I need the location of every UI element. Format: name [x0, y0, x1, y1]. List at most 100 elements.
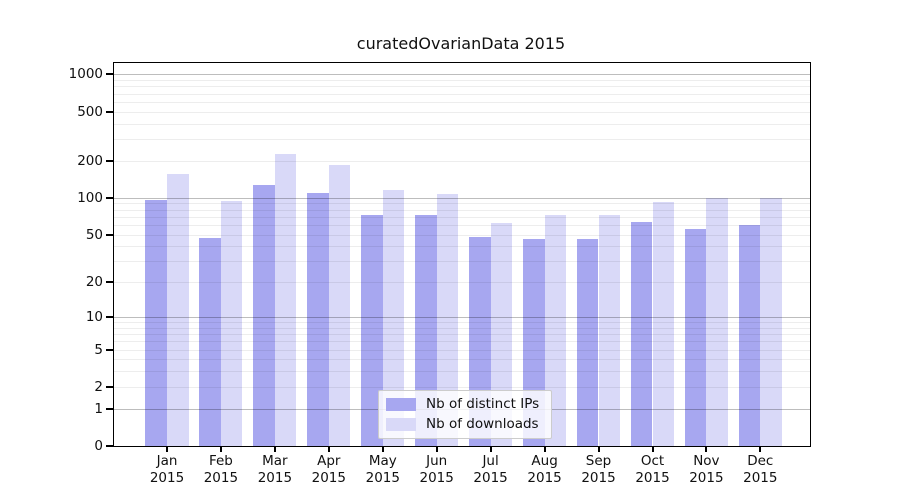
y-tick-label-10: 10: [85, 309, 103, 325]
gridline-minor-700: [114, 93, 810, 95]
gridline-minor-8: [114, 327, 810, 329]
y-tick-label-500: 500: [77, 103, 103, 120]
y-tick-200: [106, 159, 113, 162]
bar-distinct-ips-oct: [630, 222, 653, 446]
y-tick-0: [106, 445, 113, 447]
y-tick-100: [106, 196, 113, 199]
legend-swatch-distinct-ips: [386, 398, 416, 411]
gridline-major-100: [114, 197, 810, 199]
bar-downloads-apr: [328, 164, 351, 446]
y-tick-1: [106, 407, 113, 410]
x-tick-jul: [489, 447, 492, 452]
gridline-minor-600: [114, 101, 810, 103]
bar-downloads-nov: [706, 197, 728, 446]
gridline-minor-9: [114, 322, 810, 324]
y-tick-1000: [106, 73, 113, 76]
bar-distinct-ips-mar: [253, 185, 275, 446]
x-tick-dec: [759, 447, 762, 452]
gridline-major-10: [114, 317, 810, 318]
y-tick-label-200: 200: [77, 152, 103, 169]
x-tick-label-apr: Apr 2015: [311, 453, 346, 486]
gridline-major-1000: [114, 74, 810, 76]
bar-distinct-ips-dec: [738, 224, 761, 446]
y-tick-10: [106, 316, 113, 318]
gridline-minor-90: [114, 203, 810, 205]
plot-area: Nb of distinct IPs Nb of downloads 0 1 2 5 1…: [69, 62, 811, 486]
y-tick-label-0: 0: [94, 438, 103, 454]
gridline-minor-6: [114, 341, 810, 343]
x-tick-aug: [543, 447, 546, 452]
x-tick-label-feb: Feb 2015: [203, 453, 239, 486]
gridline-minor-30: [114, 261, 810, 263]
x-tick-label-sep: Sep 2015: [581, 453, 616, 486]
x-tick-may: [381, 447, 384, 452]
x-tick-label-may: May 2015: [365, 453, 400, 486]
y-tick-label-5: 5: [94, 341, 103, 358]
x-tick-feb: [219, 447, 222, 452]
y-tick-label-1: 1: [94, 400, 103, 417]
gridline-minor-20: [114, 282, 810, 284]
x-tick-apr: [327, 447, 330, 452]
gridline-minor-800: [114, 86, 810, 88]
legend-item-distinct-ips: Nb of distinct IPs: [386, 397, 539, 412]
x-tick-label-dec: Dec 2015: [743, 453, 778, 486]
bar-downloads-aug: [544, 215, 567, 446]
bar-downloads-mar: [274, 153, 297, 446]
gridline-minor-5: [114, 349, 810, 351]
bar-distinct-ips-sep: [576, 238, 599, 446]
x-tick-sep: [597, 447, 600, 452]
y-tick-5: [106, 348, 113, 351]
y-tick-label-2: 2: [94, 378, 103, 395]
gridline-minor-3: [114, 371, 810, 373]
bar-downloads-feb: [220, 201, 243, 446]
gridline-minor-60: [114, 224, 810, 226]
x-tick-jun: [435, 447, 438, 452]
x-tick-label-nov: Nov 2015: [689, 453, 724, 486]
legend: Nb of distinct IPs Nb of downloads: [378, 390, 553, 439]
x-tick-nov: [705, 447, 708, 452]
bar-distinct-ips-jun: [415, 215, 437, 446]
gridline-minor-2: [114, 386, 810, 388]
x-tick-jan: [166, 447, 168, 452]
bar-distinct-ips-apr: [307, 192, 329, 446]
gridline-minor-4: [114, 359, 810, 361]
x-tick-oct: [651, 447, 654, 452]
bar-distinct-ips-feb: [199, 237, 221, 446]
gridline-minor-200: [114, 160, 810, 162]
bar-downloads-may: [382, 190, 405, 446]
bar-downloads-jun: [436, 194, 459, 446]
gridline-minor-500: [114, 111, 810, 113]
y-tick-label-1000: 1000: [68, 66, 103, 83]
y-tick-50: [106, 233, 113, 236]
y-tick-2: [106, 385, 113, 388]
bar-downloads-jan: [167, 174, 189, 446]
bar-downloads-sep: [598, 215, 621, 446]
x-tick-label-jan: Jan 2015: [149, 453, 185, 486]
gridline-minor-7: [114, 334, 810, 336]
legend-item-downloads: Nb of downloads: [386, 417, 539, 432]
bar-downloads-dec: [760, 197, 782, 446]
chart-title: curatedOvarianData 2015: [356, 34, 566, 53]
bar-distinct-ips-jan: [145, 200, 167, 446]
gridline-minor-900: [114, 80, 810, 81]
x-tick-mar: [273, 447, 276, 452]
legend-swatch-downloads: [386, 418, 416, 431]
bar-distinct-ips-nov: [684, 228, 707, 446]
gridline-minor-300: [114, 139, 810, 140]
gridline-minor-50: [114, 234, 810, 236]
gridline-minor-70: [114, 216, 810, 218]
x-tick-label-jul: Jul 2015: [473, 453, 508, 486]
legend-label-distinct-ips: Nb of distinct IPs: [426, 396, 540, 412]
y-tick-label-100: 100: [77, 189, 103, 206]
x-tick-label-oct: Oct 2015: [635, 453, 670, 486]
x-tick-label-aug: Aug 2015: [527, 453, 562, 486]
y-tick-20: [106, 281, 113, 284]
gridline-minor-40: [114, 246, 810, 248]
x-tick-label-mar: Mar 2015: [257, 453, 293, 486]
legend-label-downloads: Nb of downloads: [426, 416, 539, 432]
x-tick-label-jun: Jun 2015: [419, 453, 454, 486]
y-tick-500: [106, 110, 113, 113]
bar-downloads-oct: [652, 202, 675, 446]
gridline-minor-80: [114, 209, 810, 211]
